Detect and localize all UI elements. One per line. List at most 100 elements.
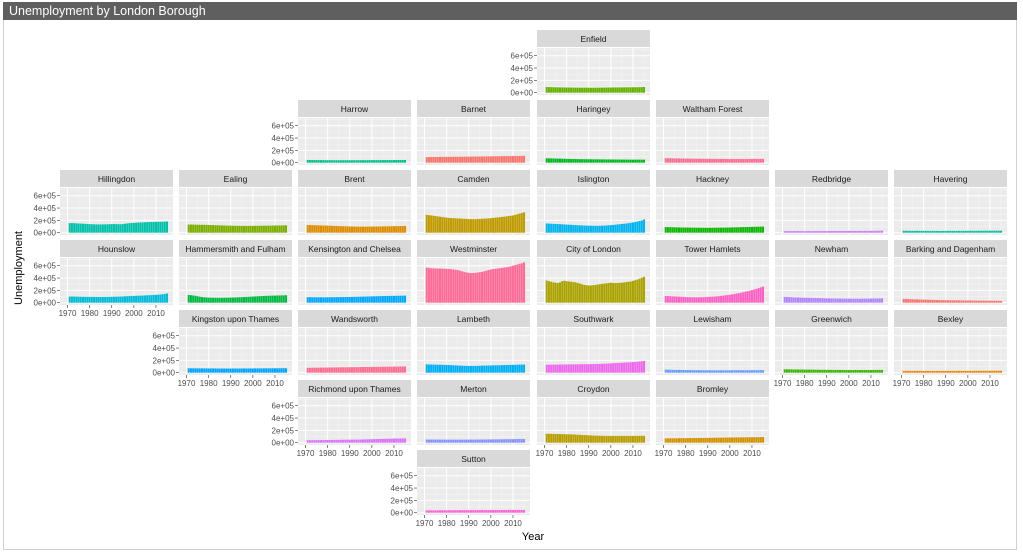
bar-tower-hamlets-2011 bbox=[753, 289, 756, 303]
bar-wandsworth-1988 bbox=[344, 367, 347, 373]
facet-label: Croydon bbox=[577, 384, 609, 394]
bar-newham-2007 bbox=[863, 298, 866, 303]
bar-wandsworth-1982 bbox=[331, 367, 334, 373]
bar-brent-1985 bbox=[337, 226, 340, 233]
bar-kensington-and-chelsea-1983 bbox=[333, 297, 336, 303]
bar-tower-hamlets-2005 bbox=[739, 292, 742, 303]
bar-harrow-2015 bbox=[404, 159, 407, 163]
bar-greenwich-1986 bbox=[816, 369, 819, 373]
bar-hounslow-1997 bbox=[126, 296, 129, 303]
bar-lewisham-2005 bbox=[739, 370, 742, 373]
bar-southwark-1977 bbox=[559, 364, 561, 373]
bar-tower-hamlets-2010 bbox=[750, 290, 753, 303]
bar-lambeth-2009 bbox=[509, 364, 512, 373]
bar-kensington-and-chelsea-1991 bbox=[350, 296, 353, 303]
bar-merton-2005 bbox=[500, 439, 503, 443]
bar-redbridge-1984 bbox=[812, 231, 815, 233]
bar-bromley-1980 bbox=[684, 438, 687, 443]
bar-newham-1996 bbox=[839, 298, 842, 303]
bar-sutton-1977 bbox=[439, 510, 441, 513]
bar-harrow-1995 bbox=[359, 160, 362, 163]
bar-ealing-2001 bbox=[254, 225, 257, 233]
bar-kensington-and-chelsea-1975 bbox=[315, 297, 318, 303]
bar-richmond-upon-thames-1979 bbox=[324, 440, 327, 443]
bar-bromley-1993 bbox=[713, 437, 716, 443]
bar-southwark-1974 bbox=[552, 364, 555, 373]
bar-kensington-and-chelsea-2000 bbox=[370, 296, 373, 303]
bar-hammersmith-and-fulham-1987 bbox=[223, 297, 226, 303]
bar-harrow-1981 bbox=[328, 160, 331, 163]
bar-waltham-forest-2000 bbox=[728, 159, 731, 163]
bar-hillingdon-2005 bbox=[143, 222, 146, 233]
bar-hounslow-2013 bbox=[161, 294, 164, 303]
bar-newham-1977 bbox=[797, 297, 799, 303]
bar-richmond-upon-thames-1989 bbox=[346, 439, 349, 443]
bar-enfield-1993 bbox=[594, 87, 597, 93]
bar-lewisham-2002 bbox=[733, 370, 736, 373]
bar-merton-1986 bbox=[458, 439, 461, 443]
bar-barking-and-dagenham-1990 bbox=[944, 300, 947, 303]
bar-havering-1978 bbox=[918, 230, 921, 233]
bar-city-of-london-1984 bbox=[574, 282, 577, 303]
bar-barking-and-dagenham-2013 bbox=[995, 300, 998, 303]
bar-croydon-1988 bbox=[583, 435, 586, 443]
bar-city-of-london-2015 bbox=[643, 276, 646, 303]
bar-hillingdon-1981 bbox=[90, 224, 93, 233]
bar-hounslow-2009 bbox=[152, 294, 155, 303]
bar-hounslow-2014 bbox=[163, 293, 166, 303]
bar-kingston-upon-thames-1985 bbox=[218, 368, 221, 373]
bar-bexley-1985 bbox=[933, 370, 936, 373]
bar-sutton-1994 bbox=[476, 510, 479, 513]
bar-newham-2003 bbox=[854, 298, 857, 303]
bar-sutton-1973 bbox=[430, 510, 433, 513]
x-tick-label: 2000 bbox=[959, 379, 977, 388]
bar-barnet-2015 bbox=[523, 155, 526, 163]
bar-lambeth-1989 bbox=[465, 365, 468, 373]
bar-islington-1989 bbox=[585, 225, 588, 233]
bar-redbridge-1972 bbox=[785, 231, 788, 233]
bar-lewisham-2003 bbox=[735, 370, 738, 373]
bar-greenwich-1993 bbox=[832, 369, 835, 373]
bar-ealing-1995 bbox=[240, 225, 243, 233]
bar-kingston-upon-thames-1979 bbox=[205, 368, 208, 373]
bar-kensington-and-chelsea-2015 bbox=[404, 295, 407, 303]
bar-redbridge-1978 bbox=[799, 231, 802, 233]
bar-hackney-1991 bbox=[708, 227, 711, 233]
bar-bexley-2013 bbox=[995, 370, 998, 373]
bar-city-of-london-2009 bbox=[629, 281, 632, 303]
y-tick-label: 2e+05 bbox=[511, 76, 534, 85]
bar-tower-hamlets-2014 bbox=[759, 287, 762, 303]
bar-ealing-2009 bbox=[271, 225, 274, 233]
bar-croydon-2009 bbox=[629, 435, 632, 443]
bar-ealing-1986 bbox=[220, 225, 223, 233]
bar-hackney-1986 bbox=[697, 227, 700, 233]
bar-camden-1979 bbox=[443, 217, 446, 233]
bar-tower-hamlets-1997 bbox=[722, 295, 725, 303]
bar-lambeth-1976 bbox=[436, 364, 439, 373]
bar-wandsworth-2002 bbox=[375, 366, 378, 373]
bar-bexley-2008 bbox=[984, 370, 987, 373]
bar-kingston-upon-thames-1981 bbox=[209, 368, 212, 373]
bar-harrow-2012 bbox=[397, 160, 400, 163]
bar-lewisham-1995 bbox=[717, 370, 720, 373]
x-tick-label: 2010 bbox=[862, 379, 880, 388]
bar-newham-2013 bbox=[876, 298, 879, 303]
bar-barking-and-dagenham-1998 bbox=[962, 300, 965, 303]
x-tick-label: 1990 bbox=[818, 379, 836, 388]
facet-strip bbox=[775, 170, 888, 187]
bar-tower-hamlets-1996 bbox=[720, 295, 723, 303]
bar-southwark-2004 bbox=[618, 362, 621, 373]
bar-ealing-1993 bbox=[236, 225, 239, 233]
bar-hackney-1987 bbox=[700, 227, 703, 233]
bar-waltham-forest-2014 bbox=[759, 158, 762, 163]
bar-croydon-1985 bbox=[576, 434, 579, 443]
bar-lambeth-1991 bbox=[469, 365, 472, 373]
bar-croydon-1980 bbox=[565, 434, 568, 443]
bar-haringey-1991 bbox=[589, 159, 592, 163]
bar-haringey-1978 bbox=[561, 158, 564, 163]
x-tick-label: 1970 bbox=[893, 379, 911, 388]
bar-richmond-upon-thames-1990 bbox=[348, 439, 351, 443]
bar-merton-1990 bbox=[467, 439, 470, 443]
bar-barking-and-dagenham-1974 bbox=[909, 299, 912, 303]
y-tick-label: 0e+00 bbox=[34, 229, 57, 238]
